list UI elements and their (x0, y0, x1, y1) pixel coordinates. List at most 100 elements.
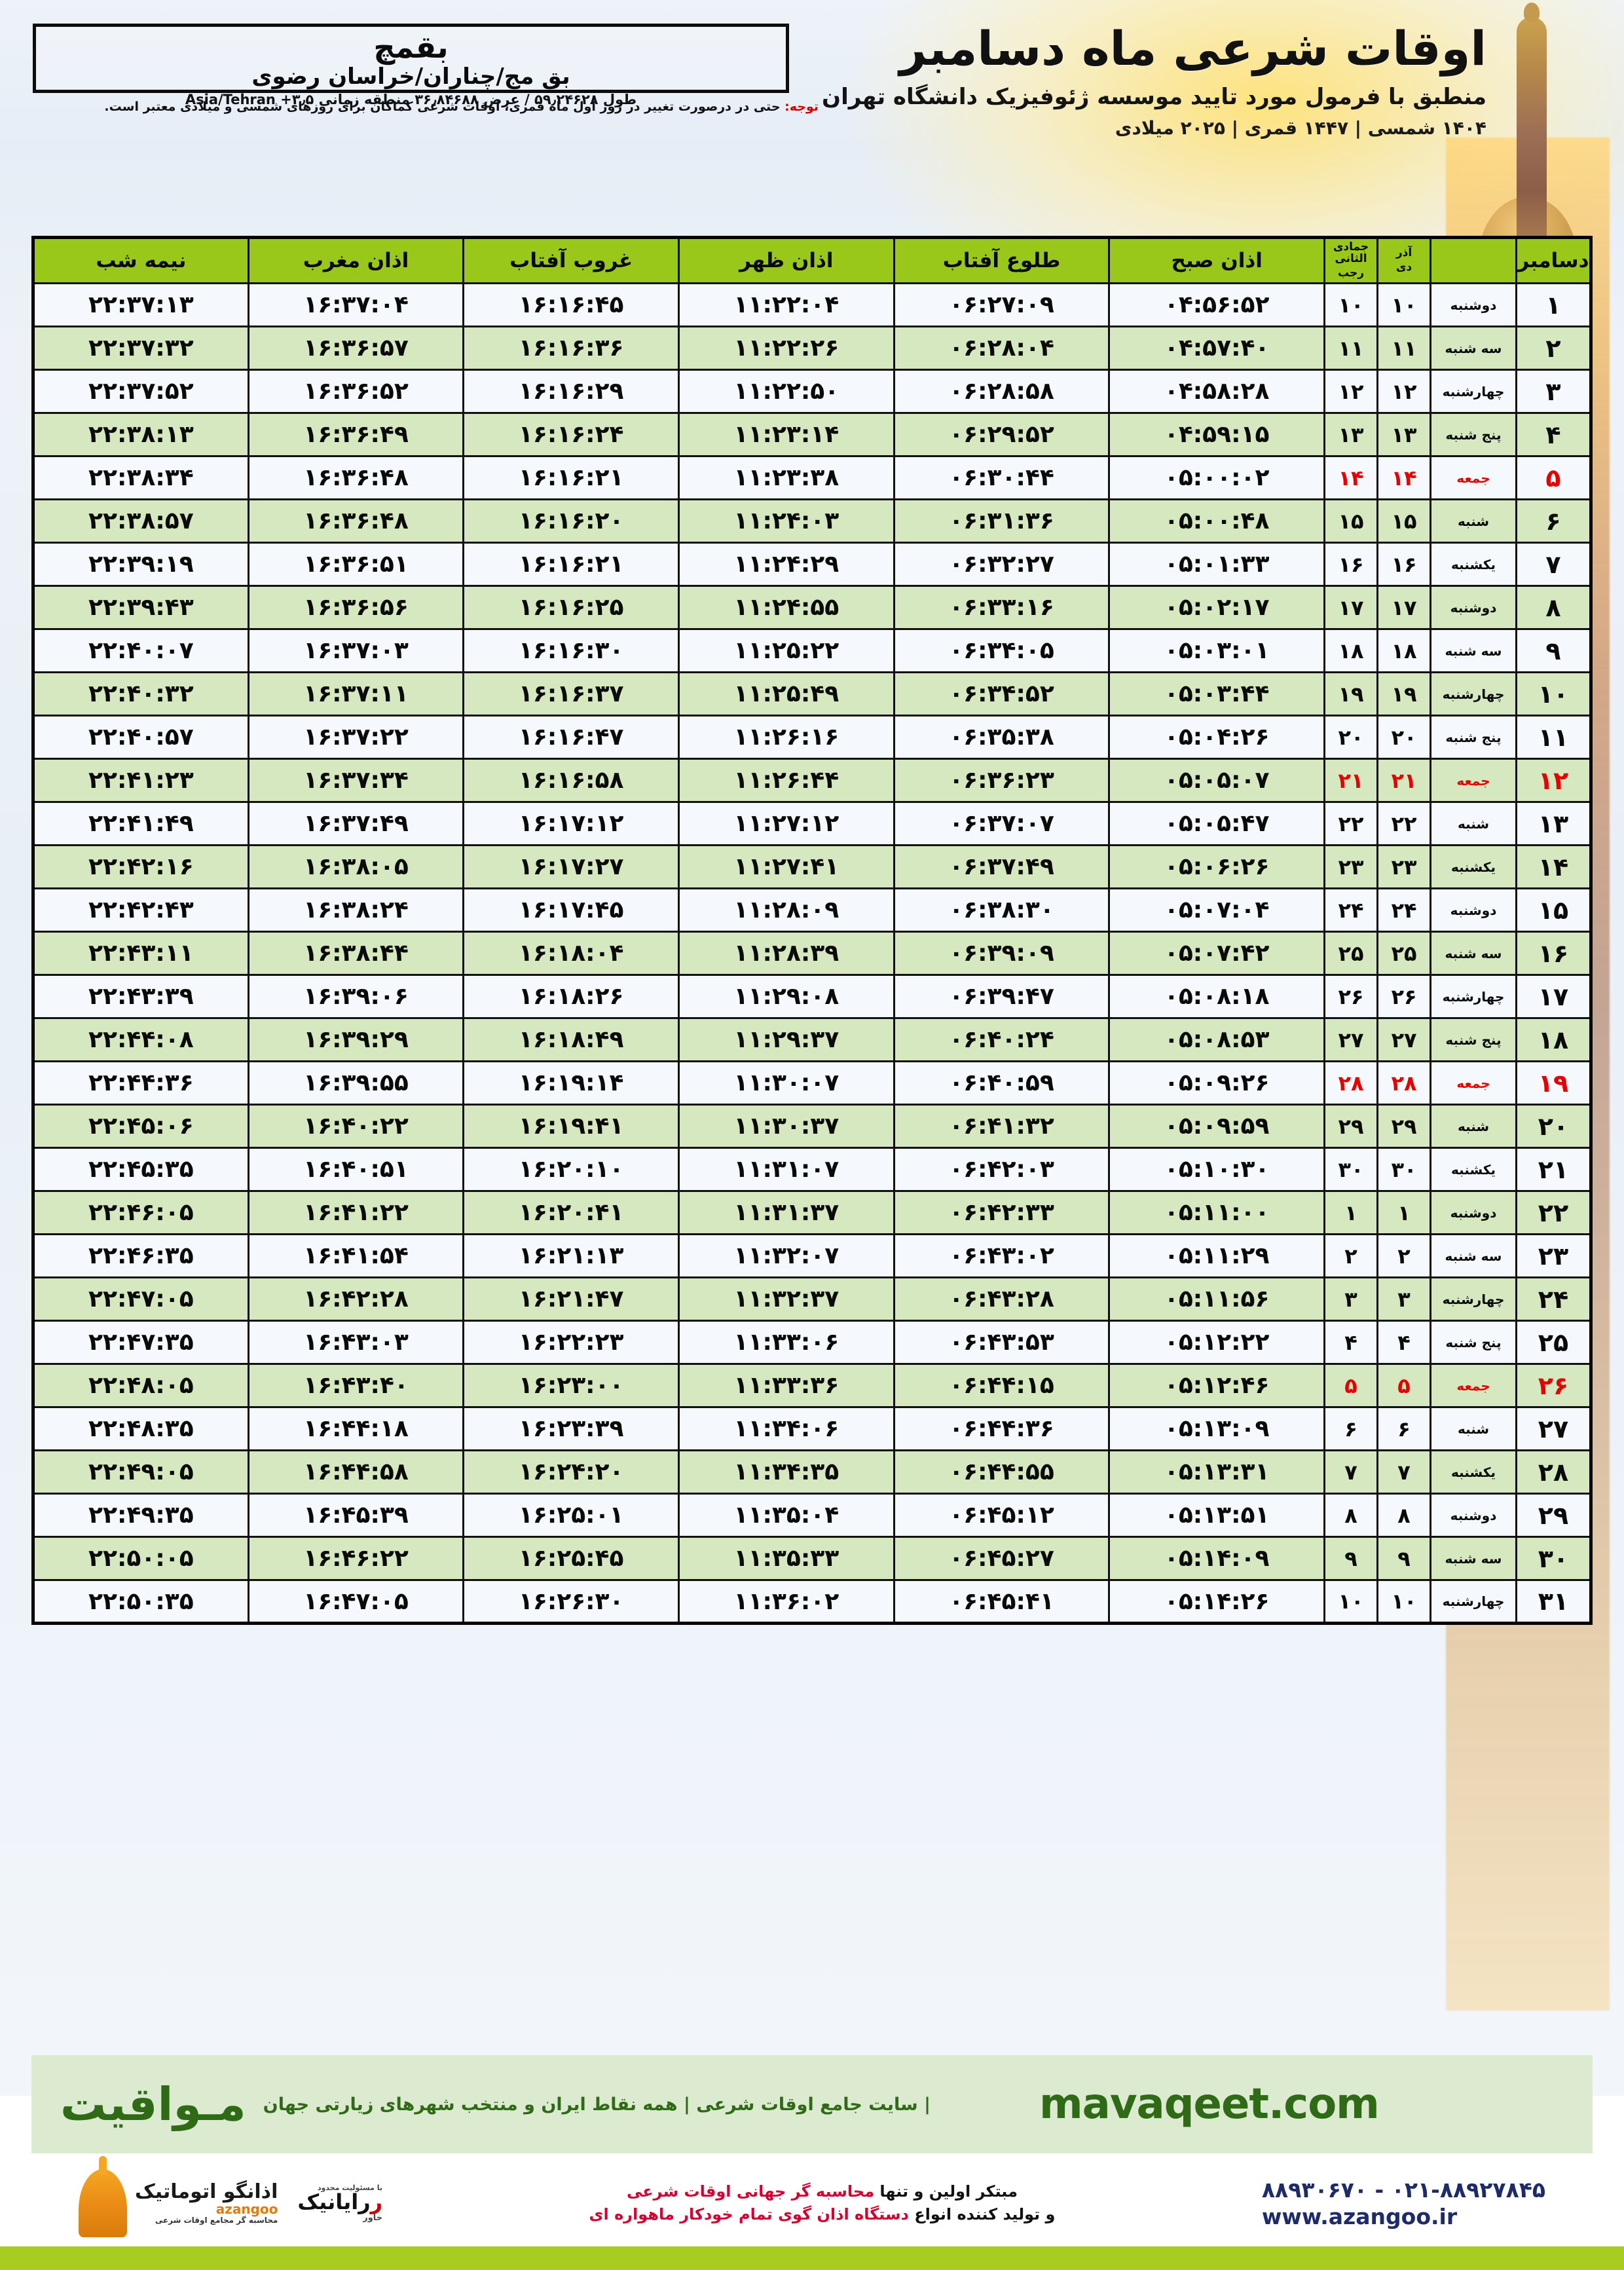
cell-hijri-day: ۱۷ (1323, 585, 1378, 630)
cell-dhuhr: ۱۱:۲۴:۲۹ (678, 542, 895, 587)
cell-sunrise: ۰۶:۴۲:۰۳ (893, 1147, 1111, 1192)
cell-sunset: ۱۶:۱۶:۳۶ (462, 326, 680, 371)
cell-fajr: ۰۵:۱۰:۳۰ (1108, 1147, 1325, 1192)
cell-sunrise: ۰۶:۳۹:۴۷ (893, 974, 1111, 1019)
cell-weekday: جمعه (1430, 758, 1517, 803)
table-row: ۶ شنبه ۱۵ ۱۵ ۰۵:۰۰:۴۸ ۰۶:۳۱:۳۶ ۱۱:۲۴:۰۳ ۱۶:۱۶:۲… (32, 498, 1592, 544)
cell-hijri-day: ۱۰ (1323, 282, 1378, 327)
cell-sunset: ۱۶:۲۱:۱۳ (462, 1233, 680, 1278)
cell-weekday: یکشنبه (1430, 1147, 1517, 1192)
cell-sunrise: ۰۶:۳۴:۵۲ (893, 671, 1111, 716)
cell-midnight: ۲۲:۳۹:۱۹ (32, 542, 249, 587)
azangoo-name-fa: اذانگو اتوماتیک (135, 2180, 278, 2204)
cell-maghrib: ۱۶:۳۷:۲۲ (247, 715, 465, 760)
cell-solar-day: ۹ (1376, 1536, 1431, 1581)
cell-day-number: ۵ (1515, 455, 1592, 500)
cell-dhuhr: ۱۱:۳۱:۰۷ (678, 1147, 895, 1192)
cell-maghrib: ۱۶:۳۸:۴۴ (247, 931, 465, 976)
cell-fajr: ۰۵:۰۷:۴۲ (1108, 931, 1325, 976)
cell-fajr: ۰۵:۰۵:۰۷ (1108, 758, 1325, 803)
footer-slogan-line2-red: دستگاه اذان گوی تمام خودکار ماهواره ای (589, 2205, 909, 2223)
cell-maghrib: ۱۶:۴۵:۳۹ (247, 1493, 465, 1538)
cell-day-number: ۲۳ (1515, 1233, 1592, 1278)
cell-sunrise: ۰۶:۳۴:۰۵ (893, 628, 1111, 673)
cell-sunset: ۱۶:۱۶:۲۹ (462, 369, 680, 414)
cell-maghrib: ۱۶:۴۲:۲۸ (247, 1276, 465, 1322)
cell-sunrise: ۰۶:۴۴:۵۵ (893, 1449, 1111, 1495)
cell-maghrib: ۱۶:۳۹:۰۶ (247, 974, 465, 1019)
cell-sunrise: ۰۶:۴۱:۳۲ (893, 1104, 1111, 1149)
cell-sunset: ۱۶:۲۱:۴۷ (462, 1276, 680, 1322)
cell-midnight: ۲۲:۳۷:۱۳ (32, 282, 249, 327)
col-header-hijri-bot: رجب (1337, 266, 1365, 280)
cell-sunset: ۱۶:۱۷:۴۵ (462, 887, 680, 933)
cell-weekday: پنج شنبه (1430, 1017, 1517, 1062)
cell-weekday: سه شنبه (1430, 1536, 1517, 1581)
cell-dhuhr: ۱۱:۲۵:۲۲ (678, 628, 895, 673)
cell-hijri-day: ۱۹ (1323, 671, 1378, 716)
page-header: اوقات شرعی ماه دسامبر منطبق با فرمول مور… (0, 0, 1624, 216)
minaret-icon (1517, 3, 1547, 240)
footer-website[interactable]: www.azangoo.ir (1261, 2204, 1458, 2229)
cell-dhuhr: ۱۱:۲۹:۳۷ (678, 1017, 895, 1062)
cell-dhuhr: ۱۱:۲۸:۳۹ (678, 931, 895, 976)
footer-slogan: مبتکر اولین و تنها محاسبه گر جهانی اوقات… (589, 2180, 1056, 2226)
cell-day-number: ۱۱ (1515, 715, 1592, 760)
table-row: ۲۳ سه شنبه ۲ ۲ ۰۵:۱۱:۲۹ ۰۶:۴۳:۰۲ ۱۱:۳۲:۰۷ ۱۶:۲۱… (32, 1233, 1592, 1278)
cell-day-number: ۶ (1515, 498, 1592, 544)
cell-day-number: ۳۰ (1515, 1536, 1592, 1581)
cell-solar-day: ۲۲ (1376, 801, 1431, 846)
brand-domain[interactable]: mavaqeet.com (1039, 2080, 1380, 2129)
cell-midnight: ۲۲:۴۷:۳۵ (32, 1320, 249, 1365)
cell-solar-day: ۱۵ (1376, 498, 1431, 544)
cell-solar-day: ۱۰ (1376, 1579, 1431, 1624)
cell-midnight: ۲۲:۴۵:۰۶ (32, 1104, 249, 1149)
prayer-times-table-wrapper: دسامبر آذر دی جمادی الثانی رجب اذان صبح … (31, 236, 1593, 1625)
cell-sunset: ۱۶:۱۸:۲۶ (462, 974, 680, 1019)
cell-solar-day: ۱۰ (1376, 282, 1431, 327)
cell-solar-day: ۱۹ (1376, 671, 1431, 716)
cell-midnight: ۲۲:۴۸:۰۵ (32, 1363, 249, 1408)
cell-fajr: ۰۵:۰۹:۵۹ (1108, 1104, 1325, 1149)
cell-sunset: ۱۶:۲۰:۴۱ (462, 1190, 680, 1235)
cell-weekday: جمعه (1430, 1363, 1517, 1408)
cell-solar-day: ۴ (1376, 1320, 1431, 1365)
cell-midnight: ۲۲:۳۸:۱۳ (32, 412, 249, 457)
cell-maghrib: ۱۶:۳۹:۵۵ (247, 1060, 465, 1106)
col-header-solar-top: آذر (1395, 246, 1412, 260)
cell-maghrib: ۱۶:۳۶:۵۱ (247, 542, 465, 587)
cell-dhuhr: ۱۱:۲۵:۴۹ (678, 671, 895, 716)
cell-weekday: شنبه (1430, 1406, 1517, 1451)
cell-dhuhr: ۱۱:۲۶:۴۴ (678, 758, 895, 803)
cell-hijri-day: ۷ (1323, 1449, 1378, 1495)
cell-solar-day: ۲۹ (1376, 1104, 1431, 1149)
cell-fajr: ۰۴:۵۹:۱۵ (1108, 412, 1325, 457)
cell-fajr: ۰۵:۰۳:۰۱ (1108, 628, 1325, 673)
cell-weekday: جمعه (1430, 455, 1517, 500)
city-name: بقمچ (373, 29, 449, 65)
cell-maghrib: ۱۶:۳۶:۵۲ (247, 369, 465, 414)
cell-maghrib: ۱۶:۴۳:۴۰ (247, 1363, 465, 1408)
notice-body: حتی در درصورت تغییر در روز اول ماه قمری،… (104, 100, 785, 114)
table-header-row: دسامبر آذر دی جمادی الثانی رجب اذان صبح … (32, 236, 1592, 284)
azangoo-subtitle: محاسبه گر مجامع اوقات شرعی (155, 2215, 278, 2225)
cell-fajr: ۰۵:۱۳:۰۹ (1108, 1406, 1325, 1451)
table-row: ۴ پنج شنبه ۱۳ ۱۳ ۰۴:۵۹:۱۵ ۰۶:۲۹:۵۲ ۱۱:۲۳:۱۴ ۱۶:… (32, 412, 1592, 457)
cell-midnight: ۲۲:۴۹:۰۵ (32, 1449, 249, 1495)
bottom-green-band (0, 2246, 1624, 2270)
col-header-maghrib: اذان مغرب (247, 236, 465, 284)
cell-dhuhr: ۱۱:۲۳:۱۴ (678, 412, 895, 457)
cell-day-number: ۱۹ (1515, 1060, 1592, 1106)
cell-weekday: شنبه (1430, 498, 1517, 544)
cell-day-number: ۲۶ (1515, 1363, 1592, 1408)
cell-sunset: ۱۶:۱۶:۵۸ (462, 758, 680, 803)
cell-fajr: ۰۵:۰۳:۴۴ (1108, 671, 1325, 716)
cell-fajr: ۰۵:۰۴:۲۶ (1108, 715, 1325, 760)
cell-sunset: ۱۶:۲۵:۴۵ (462, 1536, 680, 1581)
cell-sunrise: ۰۶:۴۴:۱۵ (893, 1363, 1111, 1408)
table-row: ۲ سه شنبه ۱۱ ۱۱ ۰۴:۵۷:۴۰ ۰۶:۲۸:۰۴ ۱۱:۲۲:۲۶ ۱۶:۱… (32, 326, 1592, 371)
cell-dhuhr: ۱۱:۳۳:۳۶ (678, 1363, 895, 1408)
cell-day-number: ۲۵ (1515, 1320, 1592, 1365)
cell-fajr: ۰۵:۱۳:۳۱ (1108, 1449, 1325, 1495)
col-header-dhuhr: اذان ظهر (678, 236, 895, 284)
